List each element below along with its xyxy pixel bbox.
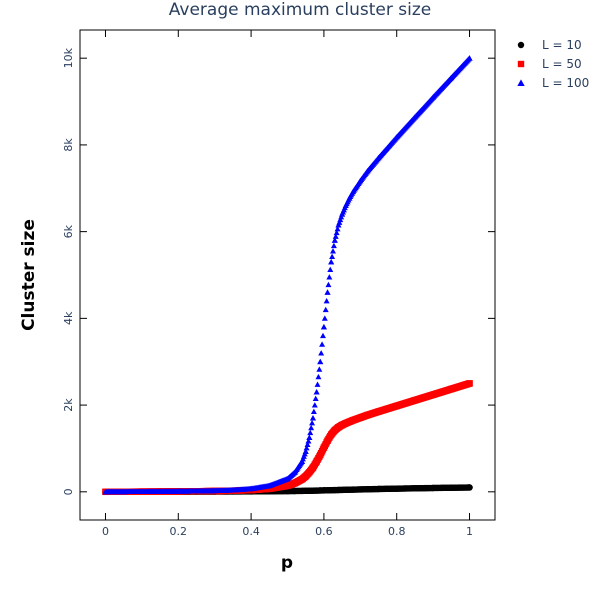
legend-label: L = 10 xyxy=(542,38,582,52)
interpolated-point xyxy=(318,350,325,356)
legend-item[interactable]: L = 100 xyxy=(517,76,589,90)
interpolated-point xyxy=(310,408,317,414)
interpolated-point xyxy=(317,358,324,365)
interpolated-point xyxy=(308,424,315,431)
interpolated-point xyxy=(314,381,321,387)
legend-marker xyxy=(517,79,525,86)
interpolated-point xyxy=(324,289,331,295)
interpolated-point xyxy=(326,274,333,280)
legend-marker xyxy=(517,60,525,68)
interpolated-point xyxy=(320,332,326,339)
interpolated-point xyxy=(306,434,313,441)
x-tick-label: 0 xyxy=(102,525,109,538)
interpolated-point xyxy=(466,55,473,61)
interpolated-point xyxy=(466,380,473,387)
legend-item[interactable]: L = 10 xyxy=(517,38,582,52)
interpolated-point xyxy=(338,214,345,220)
y-axis-title: Cluster size xyxy=(19,219,39,331)
x-tick-label: 0.8 xyxy=(388,525,406,538)
interpolated-point xyxy=(331,237,338,243)
series-layer xyxy=(102,55,473,496)
interpolated-point xyxy=(337,216,344,223)
interpolated-point xyxy=(336,219,343,225)
series-3 xyxy=(102,55,473,495)
interpolated-point xyxy=(303,445,310,451)
y-axis: 0 2k 4k 6k 8k 10k xyxy=(62,47,495,495)
interpolated-point xyxy=(316,366,323,372)
interpolated-point xyxy=(335,222,342,228)
interpolated-point xyxy=(330,248,336,254)
x-tick-label: 1 xyxy=(466,525,473,538)
x-axis-title: p xyxy=(281,553,293,573)
interpolated-point xyxy=(330,242,337,249)
interpolated-point xyxy=(332,233,339,239)
interpolated-point xyxy=(329,253,336,259)
interpolated-point xyxy=(311,402,318,408)
interpolated-point xyxy=(319,341,326,347)
legend-item[interactable]: L = 50 xyxy=(517,57,582,71)
legend-marker xyxy=(517,41,525,49)
interpolated-point xyxy=(334,225,341,232)
legend[interactable]: L = 10 L = 50 L = 100 xyxy=(517,38,589,90)
plot-frame xyxy=(79,29,496,521)
interpolated-point xyxy=(315,373,322,380)
y-tick-label: 6k xyxy=(62,224,75,238)
y-tick-label: 10k xyxy=(62,47,75,68)
legend-label: L = 50 xyxy=(542,57,582,71)
interpolated-point xyxy=(302,448,309,454)
x-tick-label: 0.2 xyxy=(170,525,188,538)
interpolated-point xyxy=(320,324,327,330)
x-tick-label: 0.6 xyxy=(315,525,333,538)
x-tick-label: 0.4 xyxy=(242,525,260,538)
interpolated-point xyxy=(307,429,314,436)
y-tick-label: 2k xyxy=(62,398,75,412)
interpolated-point xyxy=(312,395,319,401)
interpolated-point xyxy=(325,281,332,288)
y-tick-label: 8k xyxy=(62,138,75,152)
interpolated-point xyxy=(304,441,311,447)
interpolated-point xyxy=(328,259,335,265)
interpolated-point xyxy=(309,419,316,426)
y-tick-label: 0 xyxy=(62,488,75,495)
x-axis: 0 0.2 0.4 0.6 0.8 1 xyxy=(102,30,473,538)
interpolated-point xyxy=(309,415,316,421)
interpolated-point xyxy=(313,389,320,395)
interpolated-point xyxy=(466,484,473,491)
interpolated-point xyxy=(333,229,340,236)
interpolated-point xyxy=(322,306,329,313)
chart-title: Average maximum cluster size xyxy=(169,0,431,20)
y-tick-label: 4k xyxy=(62,311,75,325)
interpolated-point xyxy=(321,315,328,321)
interpolated-point xyxy=(323,298,330,304)
interpolated-point xyxy=(327,266,334,272)
interpolated-point xyxy=(305,438,312,444)
plot-border xyxy=(79,29,496,521)
legend-label: L = 100 xyxy=(542,76,589,90)
